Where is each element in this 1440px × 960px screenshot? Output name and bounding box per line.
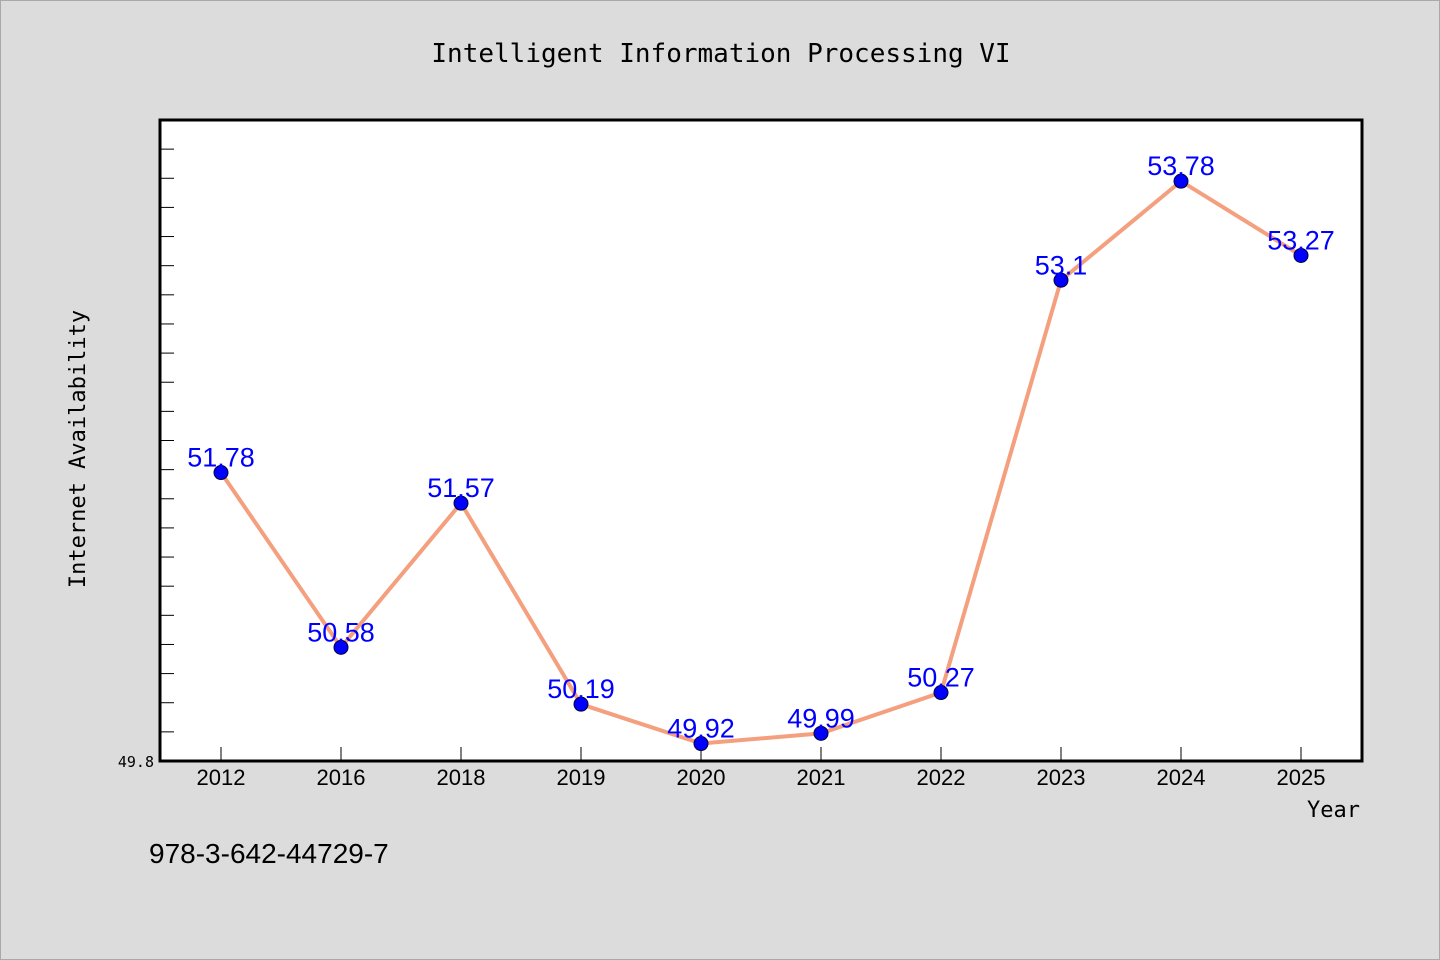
y-axis-title: Internet Availability — [66, 310, 91, 588]
data-point — [333, 639, 349, 655]
plot-area — [158, 118, 1364, 763]
x-axis-ticks: 2012 2016 2018 2019 2020 2021 2022 2023 2024 2025 — [197, 747, 1326, 790]
data-point — [1173, 173, 1189, 189]
data-label: 51.78 — [187, 443, 255, 473]
data-point — [1053, 272, 1069, 288]
data-label: 49.92 — [667, 714, 735, 744]
data-label: 50.19 — [547, 674, 615, 704]
data-point — [453, 495, 469, 511]
x-tick-label: 2025 — [1277, 765, 1326, 790]
x-tick-label: 2020 — [677, 765, 726, 790]
x-tick-label: 2012 — [197, 765, 246, 790]
series-line — [219, 179, 1303, 746]
y-axis-ticks: 49.8 — [118, 119, 174, 771]
isbn-text: 978-3-642-44729-7 — [149, 838, 389, 869]
data-point — [213, 465, 229, 481]
x-tick-label: 2023 — [1037, 765, 1086, 790]
series-layer: 51.78 50.58 51.57 50.19 49.92 49.99 50.27 53.1 5… — [187, 151, 1335, 752]
chart-title: Intelligent Information Processing VI — [431, 39, 1010, 69]
data-point — [693, 736, 709, 752]
data-label: 49.99 — [787, 703, 855, 733]
x-tick-label: 2018 — [437, 765, 486, 790]
data-point — [933, 685, 949, 701]
x-tick-label: 2022 — [917, 765, 966, 790]
data-label: 50.27 — [907, 663, 975, 693]
x-tick-label: 2021 — [797, 765, 846, 790]
y-tick-label: 49.8 — [118, 753, 154, 771]
data-label: 50.58 — [307, 617, 375, 647]
x-tick-label: 2016 — [317, 765, 366, 790]
data-point — [813, 725, 829, 741]
x-tick-label: 2019 — [557, 765, 606, 790]
data-point — [573, 696, 589, 712]
data-label: 53.1 — [1035, 250, 1088, 280]
data-label: 53.27 — [1267, 225, 1335, 255]
data-label: 53.78 — [1147, 151, 1215, 181]
x-tick-label: 2024 — [1157, 765, 1206, 790]
x-axis-title: Year — [1307, 798, 1360, 823]
data-label: 51.57 — [427, 473, 495, 503]
data-point — [1293, 247, 1309, 263]
